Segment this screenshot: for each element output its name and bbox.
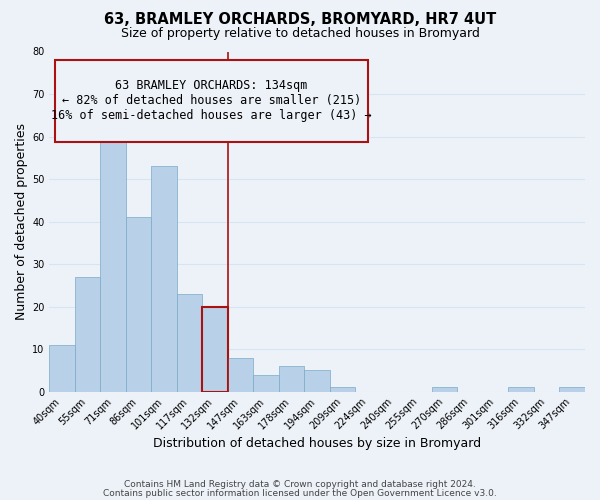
Bar bbox=[49, 345, 75, 392]
Text: 63 BRAMLEY ORCHARDS: 134sqm
← 82% of detached houses are smaller (215)
16% of se: 63 BRAMLEY ORCHARDS: 134sqm ← 82% of det… bbox=[51, 80, 372, 122]
Bar bbox=[151, 166, 177, 392]
Bar bbox=[508, 388, 534, 392]
Bar bbox=[126, 218, 151, 392]
Text: Size of property relative to detached houses in Bromyard: Size of property relative to detached ho… bbox=[121, 28, 479, 40]
Bar bbox=[75, 277, 100, 392]
Bar bbox=[253, 374, 279, 392]
Bar bbox=[432, 388, 457, 392]
Text: Contains public sector information licensed under the Open Government Licence v3: Contains public sector information licen… bbox=[103, 488, 497, 498]
Text: 63, BRAMLEY ORCHARDS, BROMYARD, HR7 4UT: 63, BRAMLEY ORCHARDS, BROMYARD, HR7 4UT bbox=[104, 12, 496, 28]
Bar bbox=[559, 388, 585, 392]
Bar bbox=[100, 141, 126, 392]
Bar bbox=[228, 358, 253, 392]
Bar bbox=[279, 366, 304, 392]
Bar bbox=[177, 294, 202, 392]
FancyBboxPatch shape bbox=[55, 60, 368, 142]
Bar bbox=[330, 388, 355, 392]
Bar bbox=[304, 370, 330, 392]
Text: Contains HM Land Registry data © Crown copyright and database right 2024.: Contains HM Land Registry data © Crown c… bbox=[124, 480, 476, 489]
Y-axis label: Number of detached properties: Number of detached properties bbox=[15, 123, 28, 320]
X-axis label: Distribution of detached houses by size in Bromyard: Distribution of detached houses by size … bbox=[153, 437, 481, 450]
Bar bbox=[202, 306, 228, 392]
